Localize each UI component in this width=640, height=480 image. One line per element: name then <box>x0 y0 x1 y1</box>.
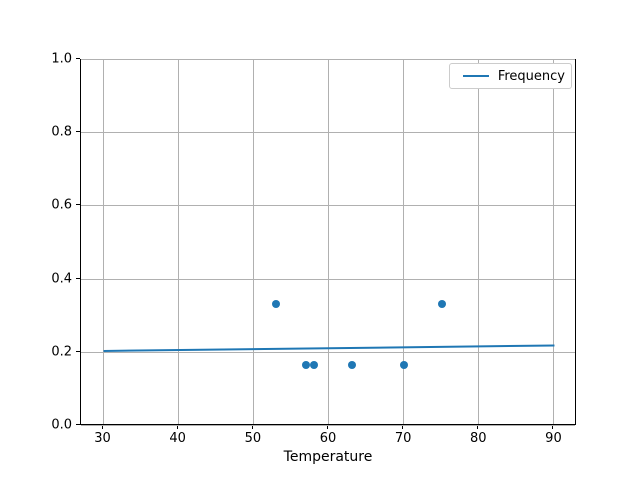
y-tick-label: 0.4 <box>51 271 72 287</box>
y-gridline <box>81 132 575 134</box>
y-tick-mark <box>76 131 80 133</box>
x-tick-label: 80 <box>470 431 487 446</box>
y-tick-label: 0.6 <box>51 197 72 213</box>
y-tick-label: 0.0 <box>51 417 72 433</box>
frequency-line <box>103 344 555 352</box>
frequency-line-path <box>103 344 555 352</box>
scatter-point <box>302 360 311 369</box>
x-tick-mark <box>176 425 178 429</box>
legend: Frequency <box>449 63 572 89</box>
scatter-point <box>347 360 356 369</box>
x-tick-mark <box>402 425 404 429</box>
y-gridline <box>81 59 575 60</box>
x-tick-mark <box>552 425 554 429</box>
x-gridline <box>252 60 254 424</box>
x-tick-mark <box>251 425 253 429</box>
x-tick-label: 90 <box>545 431 562 446</box>
x-tick-label: 50 <box>244 431 262 446</box>
plot-area <box>80 59 576 426</box>
x-gridline <box>403 60 405 424</box>
x-tick-mark <box>477 425 479 429</box>
y-tick-mark <box>76 204 80 206</box>
x-gridline <box>478 60 480 424</box>
scatter-point <box>309 360 318 369</box>
y-tick-mark <box>76 350 80 352</box>
x-tick-label: 60 <box>319 431 337 446</box>
y-tick-label: 0.2 <box>51 344 72 360</box>
y-tick-mark <box>76 277 80 279</box>
scatter-point <box>400 360 409 369</box>
legend-line-sample <box>463 75 489 77</box>
x-axis-label: Temperature <box>283 449 373 465</box>
y-tick-label: 1.0 <box>51 51 72 67</box>
x-gridline <box>102 60 104 424</box>
x-tick-label: 30 <box>94 431 111 446</box>
y-tick-label: 0.8 <box>51 124 72 140</box>
x-tick-label: 40 <box>169 431 186 446</box>
y-tick-mark <box>76 58 80 59</box>
x-gridline <box>177 60 179 424</box>
y-tick-mark <box>76 424 80 425</box>
x-gridline <box>328 60 329 424</box>
x-tick-label: 70 <box>394 431 412 446</box>
legend-label: Frequency <box>497 68 565 84</box>
y-gridline <box>81 205 575 207</box>
y-gridline <box>81 351 575 353</box>
y-gridline <box>81 425 575 426</box>
y-gridline <box>81 278 575 280</box>
x-gridline <box>553 60 555 424</box>
x-tick-mark <box>327 425 328 429</box>
scatter-point <box>437 300 446 309</box>
x-tick-mark <box>101 425 103 429</box>
scatter-point <box>272 300 281 309</box>
